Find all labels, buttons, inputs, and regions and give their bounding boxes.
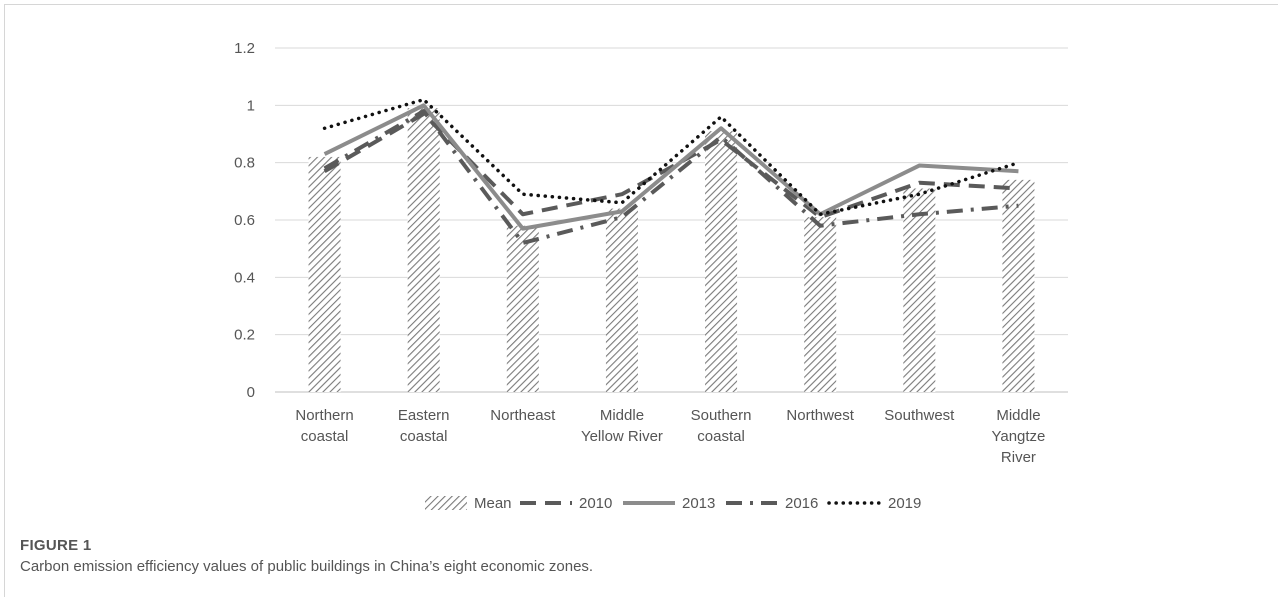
legend: Mean 2010 2013 2016 2019 [425,495,921,512]
figure-frame [4,4,1278,597]
x-tick-label: Middle Yellow River [581,407,663,445]
legend-swatch-mean [425,496,467,510]
legend-label: 2013 [682,495,715,512]
legend-label: 2019 [888,495,921,512]
legend-label: Mean [474,495,512,512]
figure-caption: Carbon emission efficiency values of pub… [20,558,594,575]
bar-mean [804,217,837,392]
series-lines [322,97,1021,245]
mean-bars [308,108,1035,392]
chart: 0 0.2 0.4 0.6 0.8 1 1.2 Northern coastal Eastern… [234,40,1068,512]
x-tick-label: Southwest [884,407,955,424]
bar-mean [407,108,440,392]
y-tick-label: 1 [247,97,255,114]
series-line-2019 [322,97,1021,217]
bar-mean [1002,179,1035,392]
y-tick-label: 0.2 [234,327,255,344]
legend-label: 2016 [785,495,818,512]
x-tick-label: Southern coastal [691,407,752,445]
bar-mean [605,208,638,392]
x-tick-label: Eastern coastal [398,407,450,445]
series-line-2013 [323,103,1019,231]
legend-label: 2010 [579,495,612,512]
y-tick-label: 0 [247,384,255,401]
figure-label: FIGURE 1 [20,537,92,554]
x-tick-label: Northeast [490,407,556,424]
x-tick-label: Northwest [786,407,854,424]
bar-mean [506,225,539,392]
x-tick-label: Northern coastal [295,407,353,445]
y-tick-label: 0.4 [234,269,255,286]
x-axis: Northern coastal Eastern coastal Northeast Mi… [295,407,1045,466]
bar-mean [308,156,341,392]
y-axis: 0 0.2 0.4 0.6 0.8 1 1.2 [234,40,255,401]
series-line-2016 [323,109,1019,245]
x-tick-label: Middle Yangtze River [991,407,1045,466]
y-tick-label: 1.2 [234,40,255,57]
bar-mean [705,131,738,392]
gridlines [275,47,1068,393]
y-tick-label: 0.6 [234,212,255,229]
bar-mean [903,188,936,392]
y-tick-label: 0.8 [234,155,255,172]
